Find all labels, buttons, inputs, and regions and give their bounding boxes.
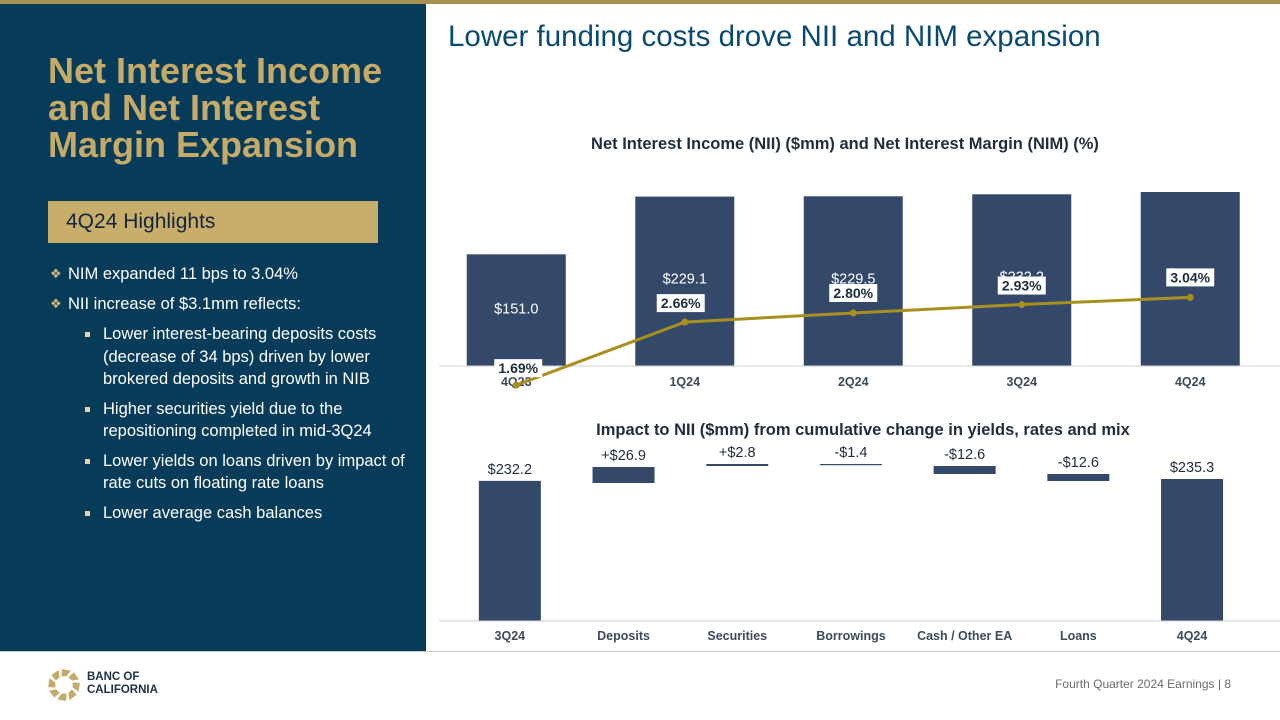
nim-label-bg-1Q24 <box>656 294 705 313</box>
sub-bullet-securities: Higher securities yield due to the repos… <box>50 398 420 443</box>
logo-segment <box>68 689 77 700</box>
waterfall-label-Deposits: +$26.9 <box>601 448 646 464</box>
chart-title-nii: Net Interest Income (NII) ($mm) and Net … <box>591 135 1099 153</box>
nii-bar-4Q23 <box>466 254 566 366</box>
sub-bullet-text: Lower yields on loans driven by impact o… <box>103 451 405 493</box>
waterfall-label-3Q24: $232.2 <box>488 462 532 478</box>
waterfall-x-tick-Deposits: Deposits <box>597 629 650 643</box>
diamond-bullet-icon: ❖ <box>50 296 62 311</box>
x-tick-1Q24: 1Q24 <box>669 375 700 389</box>
nim-point-2Q24 <box>849 309 857 317</box>
waterfall-bar-Securities <box>706 464 769 466</box>
waterfall-bar-Deposits <box>592 467 655 483</box>
waterfall-x-tick-Cash / Other EA: Cash / Other EA <box>917 629 1012 643</box>
nim-label-3Q24: 2.93% <box>1002 278 1042 294</box>
logo-segment <box>68 672 79 681</box>
waterfall-label-Securities: +$2.8 <box>719 445 756 461</box>
logo-segment <box>49 689 60 698</box>
nim-label-1Q24: 2.66% <box>661 295 701 311</box>
square-bullet-icon <box>85 406 90 412</box>
waterfall-label-Borrowings: -$1.4 <box>834 445 867 461</box>
footer-text: Fourth Quarter 2024 Earnings | <box>1055 677 1221 691</box>
waterfall-x-tick-Borrowings: Borrowings <box>816 629 885 643</box>
footer: Fourth Quarter 2024 Earnings | 8 <box>1055 677 1231 691</box>
waterfall-x-tick-4Q24: 4Q24 <box>1177 629 1208 643</box>
footer-rule <box>0 651 1280 652</box>
nim-label-bg-4Q23 <box>494 359 543 378</box>
nii-bar-label-4Q23: $151.0 <box>494 301 538 317</box>
nii-bar-2Q24 <box>803 196 903 366</box>
bullet-text: NII increase of $3.1mm reflects: <box>68 295 301 313</box>
nim-point-1Q24 <box>681 318 689 326</box>
nii-bar-1Q24 <box>635 196 735 366</box>
waterfall-x-tick-Loans: Loans <box>1060 629 1097 643</box>
waterfall-bar-3Q24 <box>478 480 541 621</box>
sub-bullet-text: Higher securities yield due to the repos… <box>103 399 372 441</box>
x-tick-4Q24: 4Q24 <box>1175 375 1206 389</box>
nim-point-3Q24 <box>1018 301 1026 309</box>
panel-title: Net Interest Income and Net Interest Mar… <box>48 50 383 165</box>
nim-label-2Q24: 2.80% <box>833 285 873 301</box>
brand-name: BANC OF CALIFORNIA <box>87 671 158 697</box>
nim-point-4Q24 <box>1186 293 1194 301</box>
x-tick-2Q24: 2Q24 <box>838 375 869 389</box>
nim-label-bg-3Q24 <box>997 276 1046 295</box>
bank-logo-icon <box>48 669 80 701</box>
diamond-bullet-icon: ❖ <box>50 266 62 281</box>
square-bullet-icon <box>85 510 90 516</box>
nii-bar-label-1Q24: $229.1 <box>663 272 707 288</box>
bullet-nim: ❖ NIM expanded 11 bps to 3.04% <box>50 263 420 285</box>
square-bullet-icon <box>85 458 90 464</box>
sub-bullet-loans: Lower yields on loans driven by impact o… <box>50 450 420 495</box>
waterfall-bar-4Q24 <box>1161 479 1224 621</box>
waterfall-bar-Cash / Other EA <box>933 466 996 474</box>
sub-bullet-text: Lower average cash balances <box>103 503 323 522</box>
chart-title-waterfall: Impact to NII ($mm) from cumulative chan… <box>596 421 1130 439</box>
nii-bar-label-2Q24: $229.5 <box>831 271 875 287</box>
logo-segment <box>72 682 80 692</box>
page-number: 8 <box>1224 677 1231 691</box>
waterfall-label-4Q24: $235.3 <box>1170 460 1214 476</box>
charts-area: Net Interest Income (NII) ($mm) and Net … <box>439 135 1280 643</box>
nim-point-4Q23 <box>512 381 520 389</box>
waterfall-bar-Borrowings <box>819 464 882 466</box>
bullet-nii: ❖ NII increase of $3.1mm reflects: <box>50 293 420 315</box>
highlight-bullets: ❖ NIM expanded 11 bps to 3.04% ❖ NII inc… <box>50 263 420 531</box>
logo-segment <box>57 693 67 701</box>
waterfall-bar-Loans <box>1047 474 1110 481</box>
brand-name-line2: CALIFORNIA <box>87 684 158 696</box>
highlights-label: 4Q24 Highlights <box>48 201 378 243</box>
sub-bullet-text: Lower interest-bearing deposits costs (d… <box>103 325 377 388</box>
square-bullet-icon <box>85 332 90 337</box>
waterfall-x-tick-Securities: Securities <box>707 629 767 643</box>
nim-label-4Q23: 1.69% <box>498 360 538 376</box>
sub-bullet-deposits: Lower interest-bearing deposits costs (d… <box>50 323 420 391</box>
left-panel <box>0 4 426 652</box>
slide-title: Lower funding costs drove NII and NIM ex… <box>448 20 1101 53</box>
sub-bullet-cash: Lower average cash balances <box>50 502 420 525</box>
x-tick-3Q24: 3Q24 <box>1006 375 1037 389</box>
waterfall-x-tick-3Q24: 3Q24 <box>495 629 526 643</box>
brand-name-line1: BANC OF <box>87 671 140 683</box>
nim-label-bg-2Q24 <box>829 284 878 302</box>
waterfall-label-Loans: -$12.6 <box>1058 455 1099 471</box>
nim-label-bg-4Q24 <box>1166 268 1215 287</box>
waterfall-label-Cash / Other EA: -$12.6 <box>944 447 985 463</box>
logo-segment <box>61 669 71 677</box>
logo-segment <box>48 678 56 688</box>
nim-label-4Q24: 3.04% <box>1170 269 1210 285</box>
logo-segment <box>51 670 60 681</box>
top-rule <box>0 0 1280 4</box>
bullet-text: NIM expanded 11 bps to 3.04% <box>68 265 298 283</box>
